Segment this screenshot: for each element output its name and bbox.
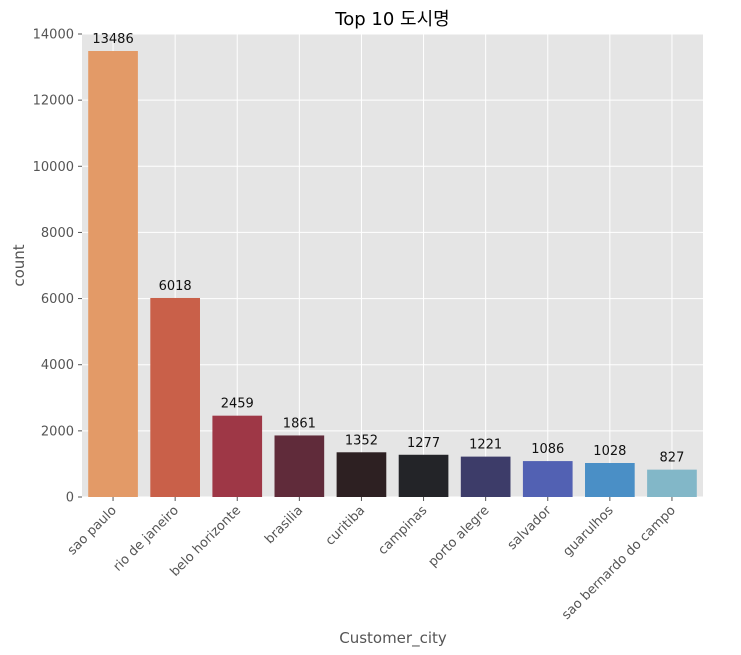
bar bbox=[274, 435, 325, 497]
bar bbox=[336, 452, 387, 497]
y-tick-label: 10000 bbox=[33, 160, 74, 175]
bar bbox=[398, 454, 449, 497]
bars bbox=[88, 50, 697, 497]
x-tick-label: sao paulo bbox=[65, 503, 120, 558]
y-axis-label: count bbox=[10, 244, 28, 286]
bar-value-label: 2459 bbox=[221, 397, 254, 412]
y-axis-ticks: 0 2000 4000 6000 8000 10000 12000 14000 bbox=[33, 28, 82, 506]
bar-value-label: 1086 bbox=[531, 442, 564, 457]
bar-value-label: 1352 bbox=[345, 433, 378, 448]
bar bbox=[585, 463, 635, 497]
bar bbox=[88, 50, 138, 497]
y-tick-label: 14000 bbox=[33, 28, 74, 43]
bar-value-label: 1221 bbox=[469, 438, 502, 453]
chart-title: Top 10 도시명 bbox=[334, 9, 449, 30]
x-axis-label: Customer_city bbox=[339, 629, 447, 648]
y-tick-label: 6000 bbox=[41, 292, 74, 307]
y-tick-label: 4000 bbox=[41, 358, 74, 373]
bar bbox=[460, 456, 511, 497]
y-tick-label: 12000 bbox=[33, 94, 74, 109]
bar-value-label: 6018 bbox=[159, 279, 192, 294]
bar-value-label: 1277 bbox=[407, 436, 440, 451]
y-tick-label: 8000 bbox=[41, 226, 74, 241]
x-tick-label: salvador bbox=[505, 503, 555, 553]
bar bbox=[212, 415, 263, 497]
bar-labels: 13486 6018 2459 1861 1352 1277 1221 1086 1028 827 bbox=[92, 32, 684, 466]
bar-value-label: 13486 bbox=[92, 32, 133, 47]
bar-value-label: 827 bbox=[660, 451, 685, 466]
x-tick-label: guarulhos bbox=[560, 503, 616, 559]
x-tick-label: rio de janeiro bbox=[111, 503, 182, 574]
bar bbox=[647, 469, 697, 497]
x-tick-label: campinas bbox=[375, 503, 430, 558]
bar-value-label: 1028 bbox=[593, 444, 626, 459]
bar-value-label: 1861 bbox=[283, 416, 316, 431]
x-tick-label: brasilia bbox=[262, 503, 306, 547]
x-tick-label: curitiba bbox=[323, 503, 368, 548]
y-tick-label: 2000 bbox=[41, 424, 74, 439]
x-tick-label: porto alegre bbox=[426, 503, 493, 570]
bar bbox=[522, 461, 573, 497]
y-tick-label: 0 bbox=[66, 491, 74, 506]
x-tick-label: sao bernardo do campo bbox=[559, 503, 679, 623]
bar bbox=[150, 297, 200, 497]
